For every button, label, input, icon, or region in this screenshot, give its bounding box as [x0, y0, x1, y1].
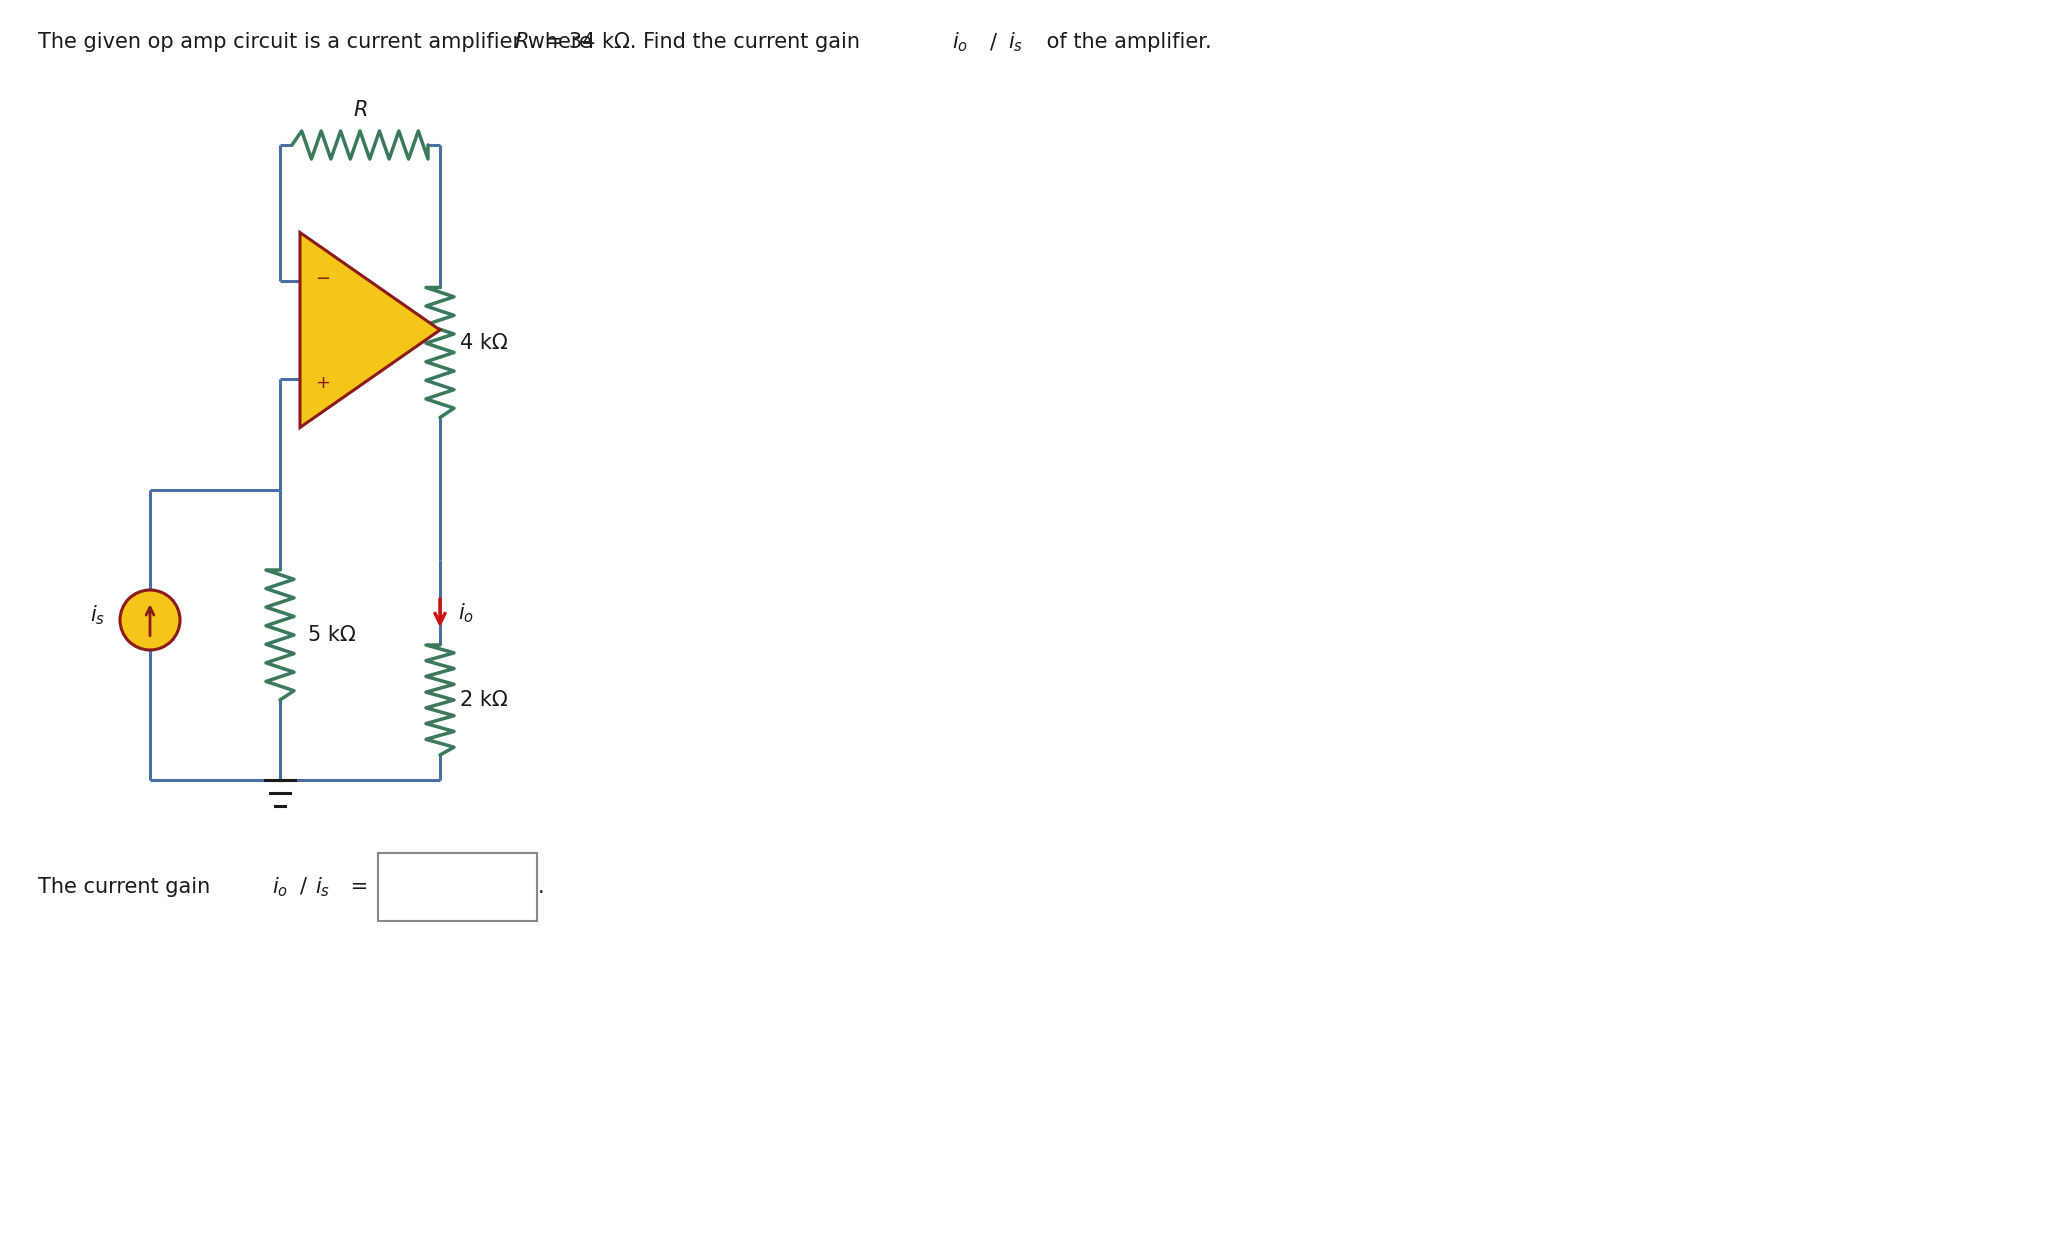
Text: 2 kΩ: 2 kΩ — [460, 690, 507, 710]
Text: $i_s$: $i_s$ — [1009, 30, 1023, 53]
Text: $-$: $-$ — [315, 268, 331, 286]
Text: $i_o$: $i_o$ — [951, 30, 968, 53]
Polygon shape — [301, 233, 440, 428]
Text: $i_s$: $i_s$ — [315, 876, 329, 899]
Text: =: = — [344, 877, 368, 897]
Text: The given op amp circuit is a current amplifier where: The given op amp circuit is a current am… — [39, 32, 599, 52]
Text: $i_s$: $i_s$ — [90, 604, 104, 627]
Text: The current gain: The current gain — [39, 877, 217, 897]
Text: /: / — [990, 32, 1005, 52]
FancyBboxPatch shape — [379, 854, 536, 922]
Text: $i_o$: $i_o$ — [458, 601, 475, 625]
Text: of the amplifier.: of the amplifier. — [1039, 32, 1211, 52]
Text: 5 kΩ: 5 kΩ — [309, 625, 356, 644]
Text: /: / — [301, 877, 307, 897]
Text: 4 kΩ: 4 kΩ — [460, 333, 507, 353]
Text: $+$: $+$ — [315, 374, 331, 392]
Text: $R$: $R$ — [352, 100, 368, 120]
Text: $R$: $R$ — [514, 32, 528, 52]
Text: .: . — [538, 877, 544, 897]
Text: $i_o$: $i_o$ — [272, 876, 288, 899]
Circle shape — [121, 590, 180, 649]
Text: = 34 kΩ. Find the current gain: = 34 kΩ. Find the current gain — [538, 32, 868, 52]
